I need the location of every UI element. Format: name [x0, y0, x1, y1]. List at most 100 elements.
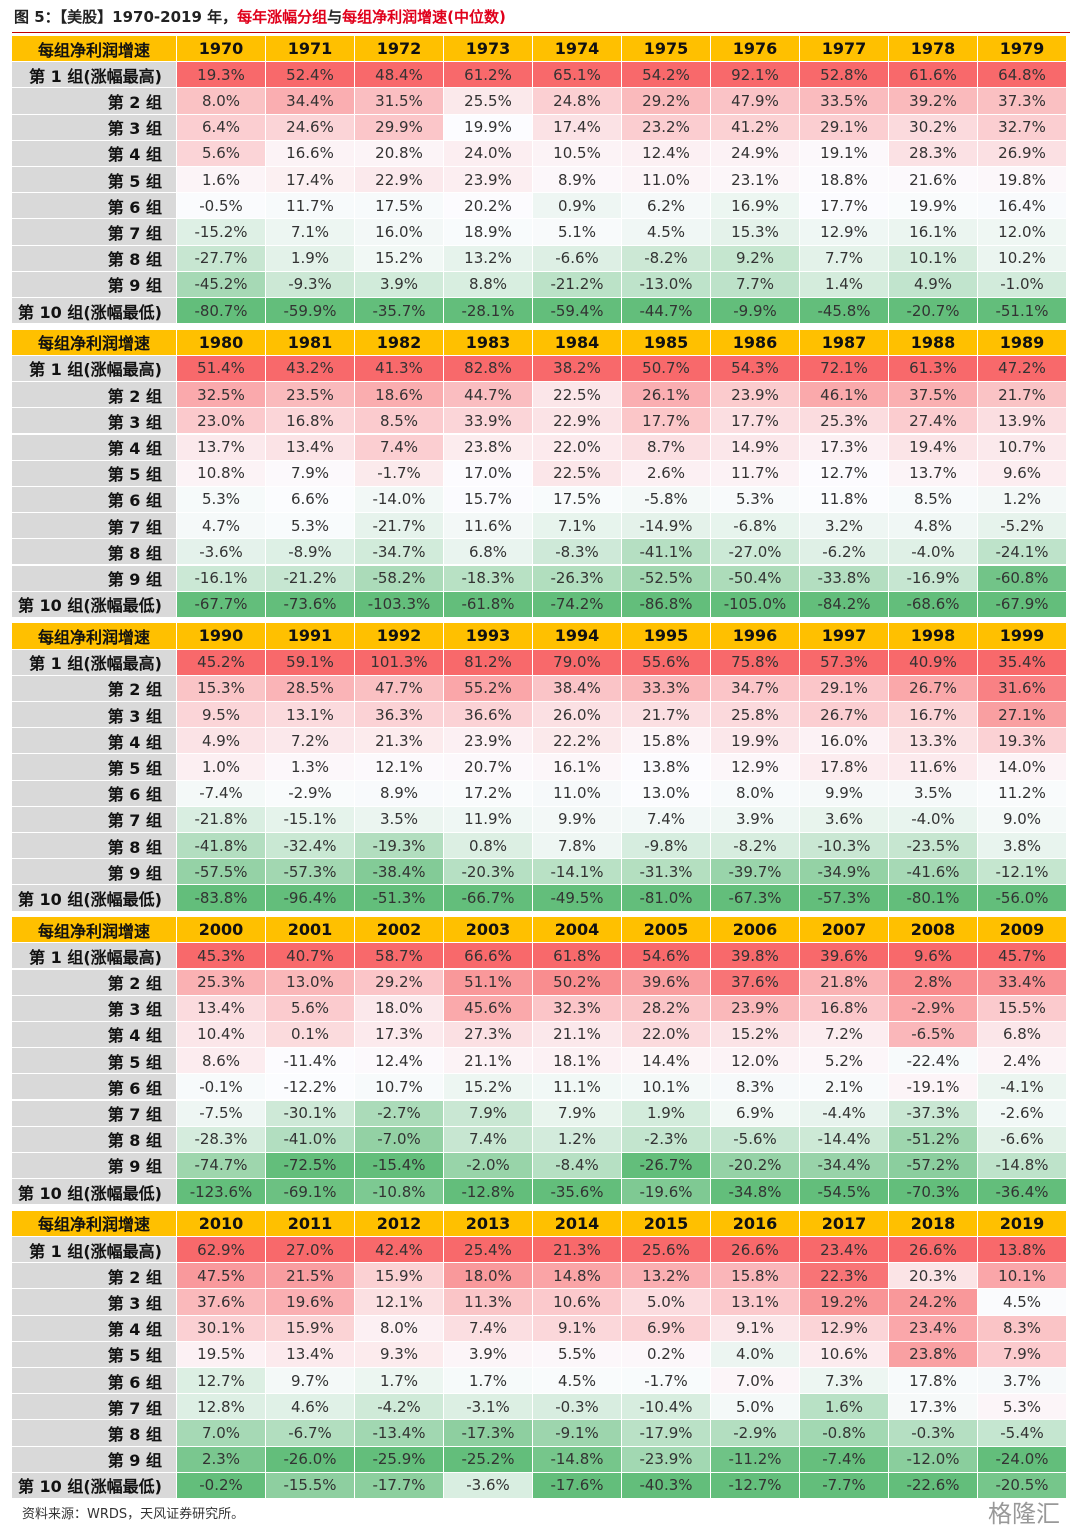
data-cell: 28.5% [266, 675, 355, 702]
data-cell: 38.4% [533, 675, 622, 702]
data-cell: 17.7% [622, 408, 711, 435]
data-cell: 10.1% [978, 1263, 1067, 1290]
data-cell: -7.5% [177, 1100, 266, 1127]
data-cell: -2.9% [266, 780, 355, 807]
data-cell: -16.9% [889, 565, 978, 592]
data-cell: -21.7% [355, 513, 444, 540]
data-cell: 16.1% [889, 219, 978, 246]
data-cell: -5.6% [711, 1126, 800, 1153]
data-cell: 10.4% [177, 1021, 266, 1049]
data-cell: 23.0% [177, 408, 266, 435]
data-cell: 21.7% [978, 382, 1067, 409]
data-cell: -5.8% [622, 486, 711, 514]
data-cell: 37.5% [889, 382, 978, 409]
data-cell: -12.8% [444, 1179, 533, 1206]
row-label: 第 6 组 [12, 780, 177, 807]
data-cell: 18.6% [355, 382, 444, 409]
data-cell: 0.9% [533, 193, 622, 220]
data-cell: 10.6% [800, 1341, 889, 1368]
data-cell: -14.8% [533, 1446, 622, 1473]
data-cell: 2.4% [978, 1048, 1067, 1075]
data-cell: 23.9% [711, 995, 800, 1022]
row-label: 第 10 组(涨幅最低) [12, 1179, 177, 1206]
data-cell: 23.1% [711, 167, 800, 194]
data-cell: -34.4% [800, 1152, 889, 1180]
data-cell: -73.6% [266, 591, 355, 618]
title-text: 每年涨幅分组 [237, 8, 328, 26]
data-cell: 28.3% [889, 140, 978, 167]
data-cell: 14.8% [533, 1263, 622, 1290]
data-cell: 19.3% [177, 62, 266, 89]
data-cell: 34.7% [711, 675, 800, 702]
data-cell: 14.4% [622, 1048, 711, 1075]
data-cell: 3.6% [800, 806, 889, 833]
data-cell: -33.8% [800, 565, 889, 592]
data-cell: -74.2% [533, 591, 622, 618]
data-cell: -81.0% [622, 885, 711, 912]
data-cell: 22.9% [533, 408, 622, 435]
data-cell: 62.9% [177, 1237, 266, 1264]
data-cell: 11.9% [444, 806, 533, 833]
data-cell: -17.3% [444, 1420, 533, 1447]
data-cell: 24.8% [533, 88, 622, 115]
data-cell: 43.2% [266, 355, 355, 383]
data-cell: 12.9% [711, 754, 800, 781]
data-cell: 6.9% [622, 1315, 711, 1342]
data-cell: 5.0% [622, 1289, 711, 1316]
data-cell: 12.8% [177, 1394, 266, 1421]
data-cell: 9.5% [177, 702, 266, 729]
data-cell: -6.6% [978, 1126, 1067, 1153]
data-cell: -23.9% [622, 1446, 711, 1473]
header-cell: 每组净利润增速 [12, 36, 177, 63]
data-cell: 44.7% [444, 382, 533, 409]
year-header: 2012 [355, 1210, 444, 1237]
data-cell: -14.0% [355, 486, 444, 514]
data-cell: 19.9% [444, 114, 533, 141]
data-cell: 59.1% [266, 649, 355, 676]
row-label: 第 5 组 [12, 460, 177, 487]
data-cell: 10.1% [889, 245, 978, 272]
data-cell: 52.4% [266, 62, 355, 89]
data-cell: 47.5% [177, 1263, 266, 1290]
data-cell: 15.8% [711, 1263, 800, 1290]
data-cell: 16.8% [800, 995, 889, 1022]
data-cell: -57.3% [266, 859, 355, 886]
data-cell: 15.3% [711, 219, 800, 246]
data-cell: -8.4% [533, 1152, 622, 1180]
data-cell: -19.3% [355, 833, 444, 860]
data-cell: -27.0% [711, 539, 800, 566]
data-cell: 65.1% [533, 62, 622, 89]
year-header: 2009 [978, 917, 1067, 944]
data-cell: -54.5% [800, 1179, 889, 1206]
data-cell: 4.5% [533, 1368, 622, 1395]
data-cell: 16.1% [533, 754, 622, 781]
data-cell: -51.1% [978, 298, 1067, 325]
year-header: 1989 [978, 329, 1067, 356]
data-cell: 12.0% [711, 1048, 800, 1075]
data-cell: 4.5% [622, 219, 711, 246]
data-cell: 51.1% [444, 969, 533, 996]
year-header: 1992 [355, 623, 444, 650]
data-cell: 11.0% [622, 167, 711, 194]
data-cell: -70.3% [889, 1179, 978, 1206]
data-cell: 2.8% [889, 969, 978, 996]
data-cell: 12.4% [622, 140, 711, 167]
data-cell: 21.7% [622, 702, 711, 729]
data-cell: 17.8% [889, 1368, 978, 1395]
data-cell: -17.7% [355, 1472, 444, 1499]
data-cell: -83.8% [177, 885, 266, 912]
row-label: 第 2 组 [12, 675, 177, 702]
data-cell: 50.2% [533, 969, 622, 996]
data-cell: 45.7% [978, 943, 1067, 970]
row-label: 第 1 组(涨幅最高) [12, 62, 177, 89]
data-cell: 29.2% [622, 88, 711, 115]
data-cell: -4.0% [889, 806, 978, 833]
year-header: 2010 [177, 1210, 266, 1237]
data-cell: 14.0% [978, 754, 1067, 781]
data-cell: 18.1% [533, 1048, 622, 1075]
data-cell: 13.2% [444, 245, 533, 272]
data-cell: 12.9% [800, 1315, 889, 1342]
data-cell: -11.4% [266, 1048, 355, 1075]
data-cell: 36.3% [355, 702, 444, 729]
data-cell: 22.9% [355, 167, 444, 194]
